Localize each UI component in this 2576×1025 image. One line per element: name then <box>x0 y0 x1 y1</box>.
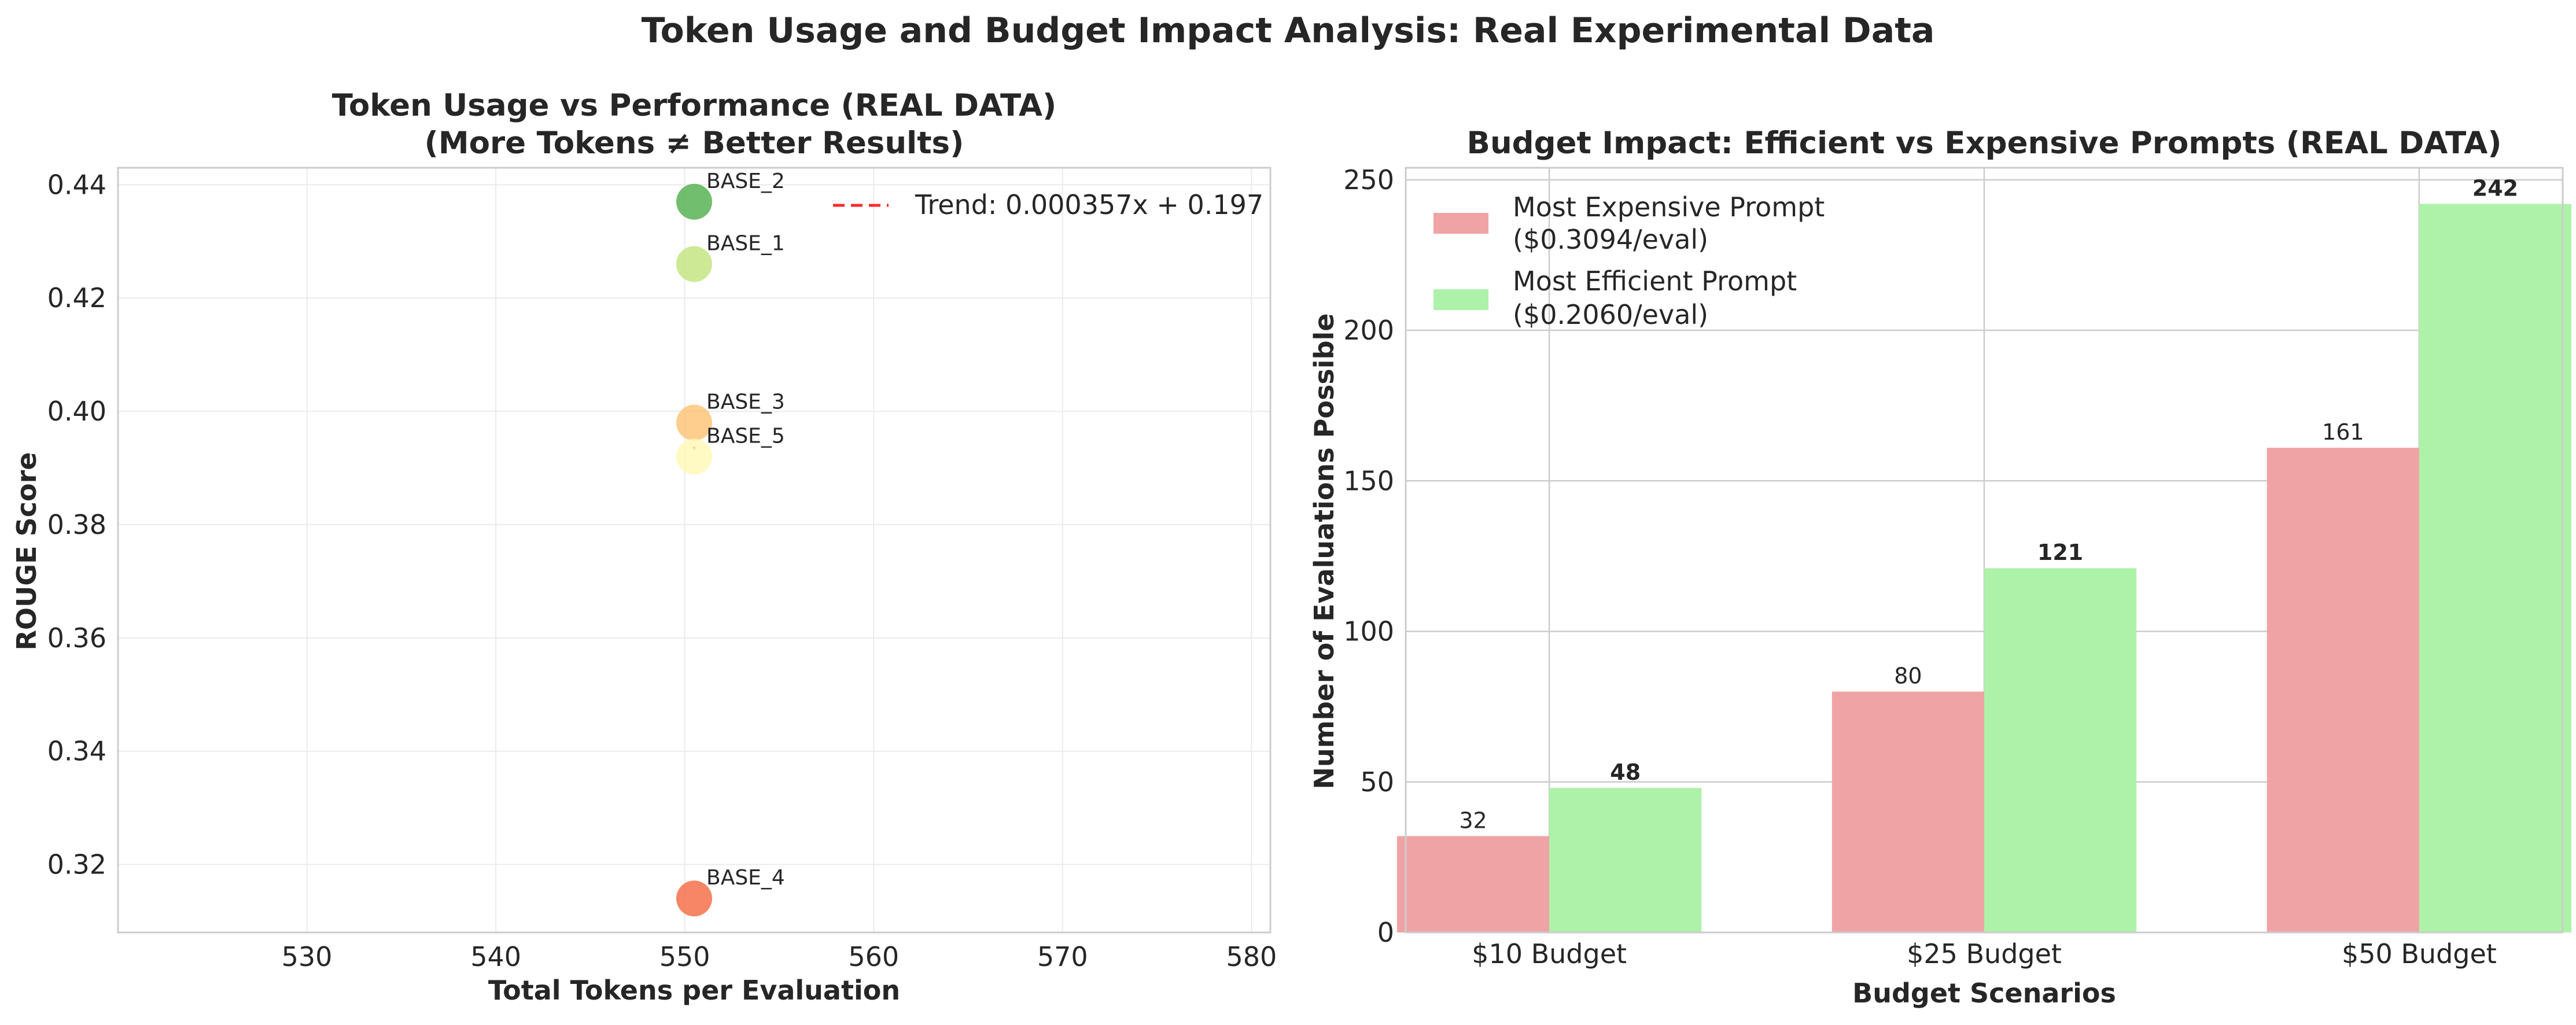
bar-frame <box>1405 167 2564 934</box>
bar <box>2267 448 2419 932</box>
x-tick-label: $50 Budget <box>2342 938 2497 969</box>
bar-title: Budget Impact: Efficient vs Expensive Pr… <box>1467 126 2502 161</box>
point-label: BASE_1 <box>706 231 785 255</box>
bar <box>1831 691 1984 932</box>
x-tick-label: 540 <box>470 941 521 972</box>
bar <box>1396 836 1550 932</box>
y-tick-label: 0.42 <box>47 282 106 314</box>
point-label: BASE_3 <box>706 390 785 414</box>
bar-legend: Most Expensive Prompt ($0.3094/eval) Mos… <box>1433 191 1825 330</box>
bar-x-axis-label: Budget Scenarios <box>1852 978 2116 1009</box>
point-label: BASE_2 <box>706 169 785 193</box>
y-tick-label: 0.40 <box>47 396 106 427</box>
scatter-x-axis-label: Total Tokens per Evaluation <box>488 975 900 1006</box>
y-tick-label: 0 <box>1377 917 1394 948</box>
figure-title: Token Usage and Budget Impact Analysis: … <box>641 10 1935 51</box>
y-tick-label: 200 <box>1343 315 1394 346</box>
x-tick-label: 580 <box>1226 941 1277 972</box>
x-tick-label: 550 <box>659 941 710 972</box>
y-tick-label: 0.34 <box>47 736 106 767</box>
bar-value-label: 48 <box>1610 759 1641 785</box>
bar-value-label: 161 <box>2322 419 2364 445</box>
y-tick-label: 0.44 <box>47 169 106 200</box>
legend-expensive-cost: ($0.3094/eval) <box>1513 224 1708 255</box>
y-tick-label: 50 <box>1360 766 1394 798</box>
x-tick-label: 530 <box>282 941 333 972</box>
legend-trend-label: Trend: 0.000357x + 0.197 <box>915 189 1263 220</box>
bar-value-label: 32 <box>1459 808 1487 833</box>
bar-plot-border <box>1405 167 2564 934</box>
legend-expensive-label: Most Expensive Prompt <box>1513 191 1825 223</box>
scatter-y-axis-label: ROUGE Score <box>11 452 42 651</box>
bar-panel: Budget Impact: Efficient vs Expensive Pr… <box>1309 126 2572 1009</box>
bar <box>1549 788 1702 932</box>
x-tick-label: 560 <box>848 941 899 972</box>
y-tick-label: 100 <box>1343 616 1394 647</box>
scatter-point <box>676 183 712 220</box>
scatter-grid <box>118 168 1270 932</box>
legend-expensive-swatch <box>1433 213 1488 234</box>
legend-efficient-swatch <box>1433 289 1488 310</box>
y-tick-label: 0.32 <box>47 849 106 880</box>
scatter-title: Token Usage vs Performance (REAL DATA) <box>332 88 1056 123</box>
bar <box>2419 204 2572 933</box>
bar <box>1984 568 2137 932</box>
legend-efficient-label: Most Efficient Prompt <box>1513 266 1797 297</box>
legend-efficient-cost: ($0.2060/eval) <box>1513 299 1708 330</box>
scatter-frame <box>117 167 1272 934</box>
bar-marks: 32 80 161 48 121 242 <box>1396 175 2572 933</box>
point-label: BASE_4 <box>706 866 785 890</box>
scatter-point <box>676 246 712 282</box>
bar-ticks: 0 50 100 150 200 250 $10 Budget $25 Budget $50 B… <box>1343 164 2497 969</box>
scatter-plot-border <box>117 167 1272 934</box>
y-tick-label: 0.38 <box>47 509 106 540</box>
x-tick-label: $10 Budget <box>1472 938 1627 969</box>
scatter-ticks: 530 540 550 560 570 580 0.32 0.34 0.36 0.38 0.40 0.… <box>47 169 1277 972</box>
scatter-legend: Trend: 0.000357x + 0.197 <box>833 189 1263 220</box>
bar-value-label: 121 <box>2037 540 2083 565</box>
x-tick-label: $25 Budget <box>1907 938 2062 969</box>
bar-value-label: 242 <box>2472 175 2518 201</box>
y-tick-label: 250 <box>1343 164 1394 196</box>
x-tick-label: 570 <box>1037 941 1088 972</box>
scatter-point <box>676 438 712 475</box>
bar-value-label: 80 <box>1894 663 1922 689</box>
y-tick-label: 150 <box>1343 465 1394 496</box>
scatter-subtitle: (More Tokens ≠ Better Results) <box>425 126 964 161</box>
scatter-points: BASE_2 BASE_1 BASE_3 BASE_5 BASE_4 <box>676 169 785 917</box>
scatter-point <box>676 404 712 441</box>
y-tick-label: 0.36 <box>47 622 106 654</box>
point-label: BASE_5 <box>706 424 785 448</box>
scatter-panel: Token Usage vs Performance (REAL DATA) (… <box>11 88 1277 1006</box>
bar-y-axis-label: Number of Evaluations Possible <box>1309 314 1340 790</box>
scatter-point <box>676 880 712 917</box>
